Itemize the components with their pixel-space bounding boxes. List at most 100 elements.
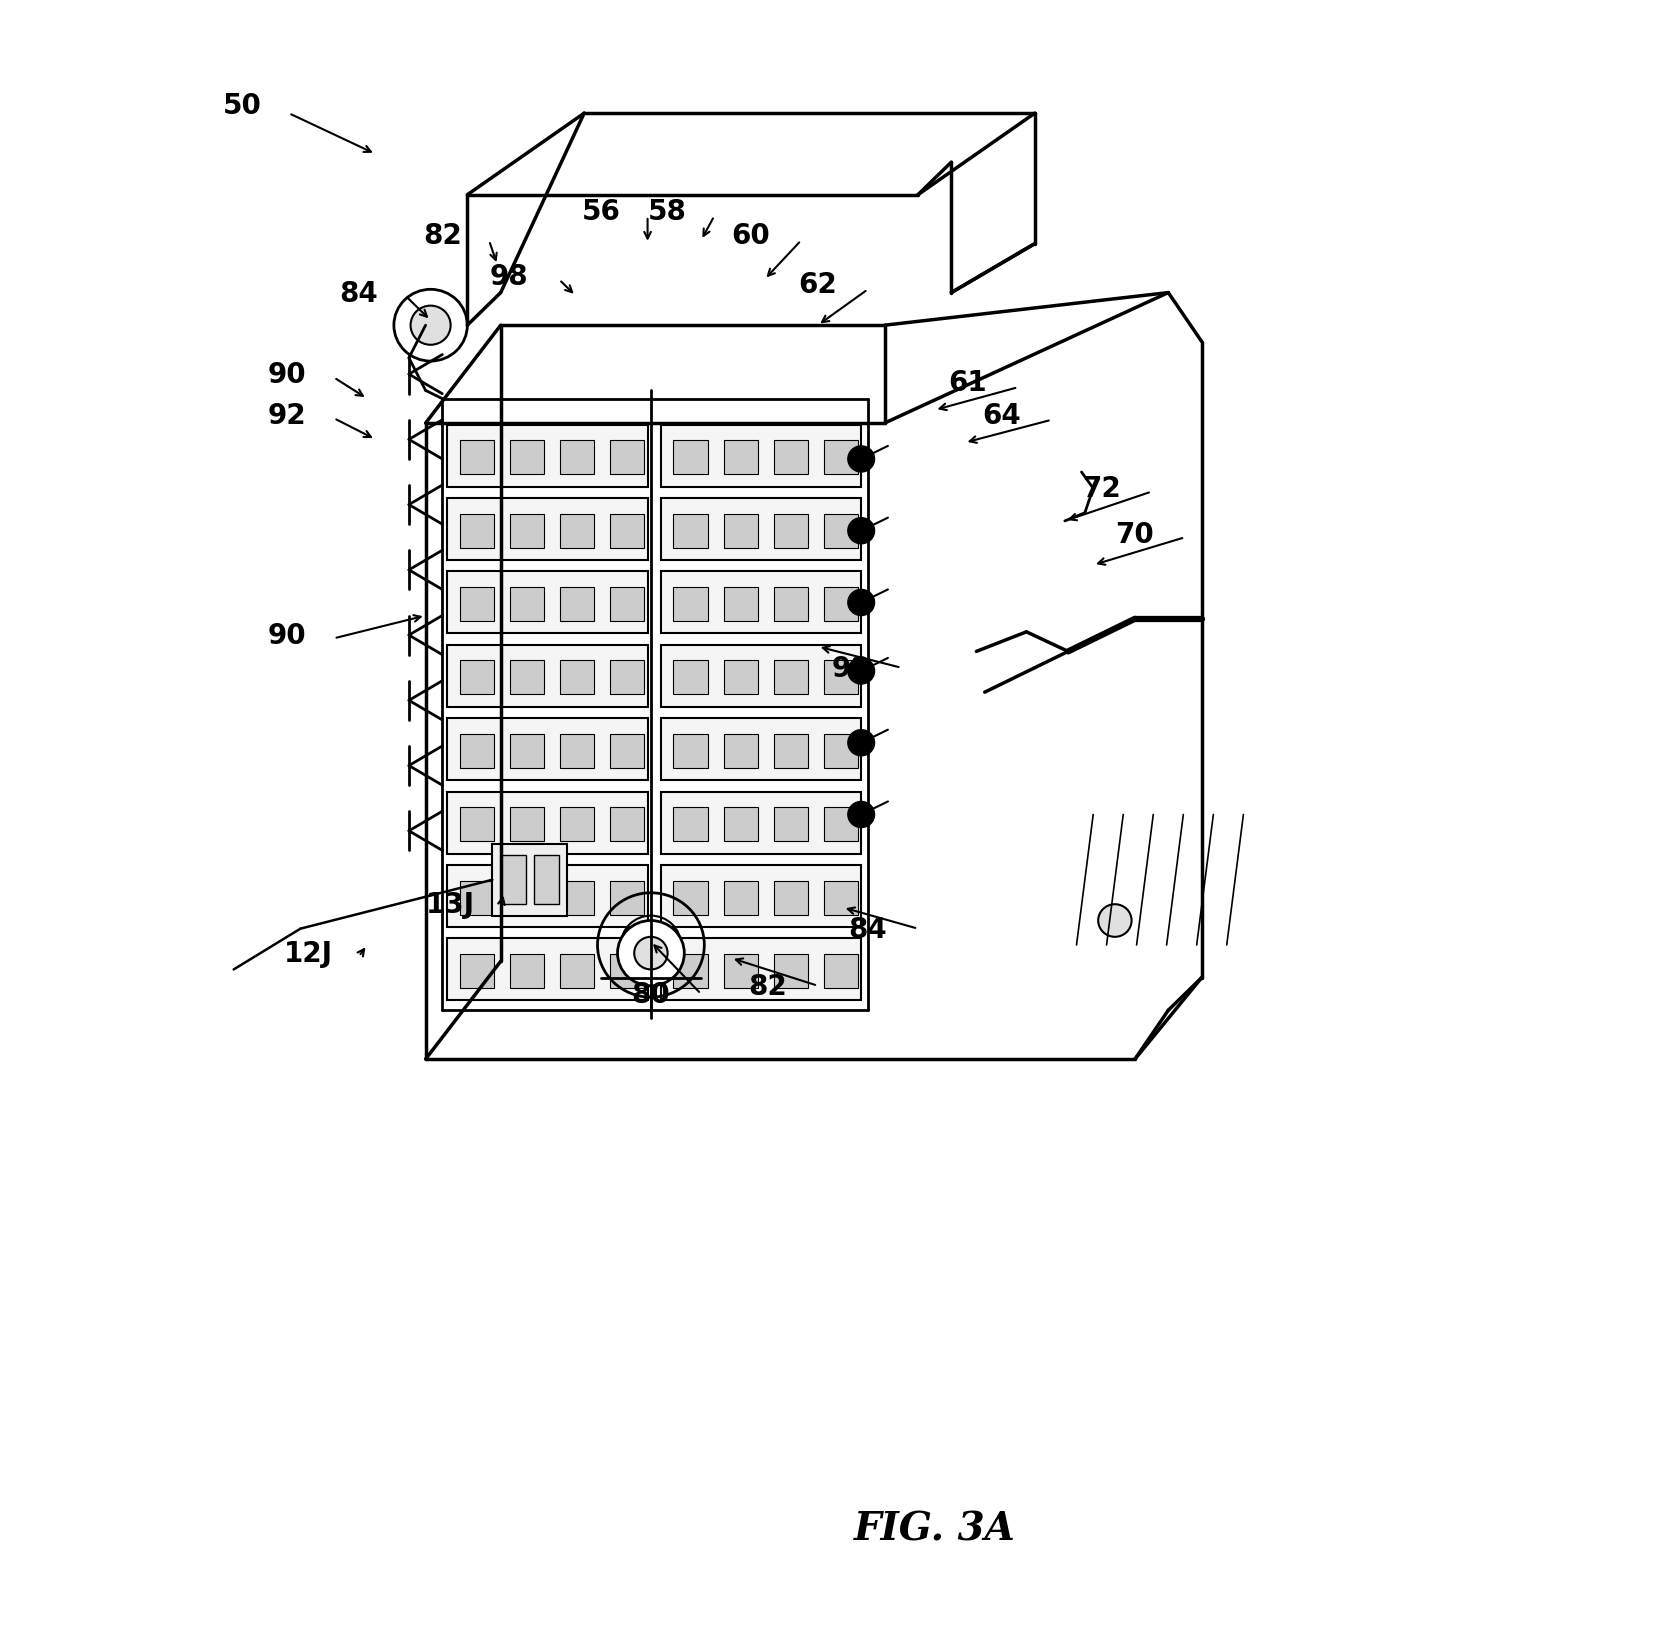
Text: 92: 92 bbox=[267, 401, 307, 430]
Bar bbox=[724, 734, 758, 768]
Bar bbox=[447, 719, 648, 781]
Bar bbox=[661, 499, 861, 561]
Bar bbox=[724, 954, 758, 988]
Bar bbox=[461, 513, 494, 548]
Bar bbox=[774, 954, 808, 988]
Circle shape bbox=[848, 802, 875, 828]
Bar bbox=[447, 572, 648, 634]
Bar bbox=[724, 808, 758, 841]
Bar bbox=[559, 808, 594, 841]
Bar bbox=[823, 880, 858, 914]
Bar bbox=[724, 587, 758, 621]
Bar bbox=[611, 440, 644, 474]
Text: 90: 90 bbox=[267, 360, 307, 390]
Text: 64: 64 bbox=[981, 401, 1021, 430]
Bar bbox=[534, 856, 559, 905]
Bar bbox=[611, 954, 644, 988]
Bar bbox=[501, 856, 526, 905]
Text: 98: 98 bbox=[489, 262, 529, 292]
Text: 98: 98 bbox=[831, 654, 871, 683]
Bar bbox=[559, 880, 594, 914]
Bar bbox=[492, 844, 567, 916]
Text: 60: 60 bbox=[731, 222, 771, 251]
Bar bbox=[511, 880, 544, 914]
Text: 50: 50 bbox=[222, 91, 262, 121]
Circle shape bbox=[848, 447, 875, 473]
Bar bbox=[661, 719, 861, 781]
Text: 84: 84 bbox=[848, 914, 888, 944]
Bar bbox=[461, 808, 494, 841]
Bar bbox=[611, 662, 644, 694]
Bar bbox=[611, 513, 644, 548]
Bar bbox=[774, 587, 808, 621]
Bar bbox=[774, 513, 808, 548]
Bar bbox=[674, 734, 708, 768]
Circle shape bbox=[848, 659, 875, 685]
Bar bbox=[823, 808, 858, 841]
Bar bbox=[674, 513, 708, 548]
Circle shape bbox=[634, 937, 668, 970]
Circle shape bbox=[848, 518, 875, 544]
Bar bbox=[559, 440, 594, 474]
Bar bbox=[461, 880, 494, 914]
Bar bbox=[461, 587, 494, 621]
Bar bbox=[823, 587, 858, 621]
Bar bbox=[447, 939, 648, 1001]
Bar bbox=[511, 440, 544, 474]
Circle shape bbox=[1098, 905, 1132, 937]
Bar bbox=[447, 425, 648, 487]
Bar bbox=[724, 440, 758, 474]
Bar bbox=[447, 866, 648, 927]
Bar bbox=[511, 587, 544, 621]
Bar bbox=[461, 954, 494, 988]
Bar bbox=[674, 587, 708, 621]
Text: 90: 90 bbox=[267, 621, 307, 650]
Bar bbox=[559, 954, 594, 988]
Text: 58: 58 bbox=[648, 197, 688, 227]
Bar bbox=[674, 440, 708, 474]
Bar bbox=[774, 808, 808, 841]
Bar bbox=[611, 880, 644, 914]
Bar bbox=[661, 425, 861, 487]
Bar bbox=[559, 662, 594, 694]
Text: 82: 82 bbox=[422, 222, 462, 251]
Bar bbox=[611, 734, 644, 768]
Text: 56: 56 bbox=[581, 197, 621, 227]
Bar bbox=[661, 939, 861, 1001]
Bar bbox=[447, 499, 648, 561]
Bar bbox=[461, 440, 494, 474]
Text: 61: 61 bbox=[948, 368, 988, 398]
Bar bbox=[461, 734, 494, 768]
Text: 80: 80 bbox=[631, 980, 671, 1009]
Bar bbox=[559, 513, 594, 548]
Bar bbox=[611, 587, 644, 621]
Bar bbox=[661, 645, 861, 707]
Bar bbox=[674, 662, 708, 694]
Text: 70: 70 bbox=[1115, 520, 1155, 549]
Bar bbox=[661, 572, 861, 634]
Bar bbox=[511, 513, 544, 548]
Bar bbox=[724, 880, 758, 914]
Bar bbox=[823, 734, 858, 768]
Circle shape bbox=[394, 290, 467, 362]
Circle shape bbox=[848, 730, 875, 756]
Bar bbox=[823, 954, 858, 988]
Text: 82: 82 bbox=[748, 971, 788, 1001]
Bar bbox=[774, 880, 808, 914]
Bar bbox=[447, 792, 648, 854]
Text: FIG. 3A: FIG. 3A bbox=[855, 1509, 1015, 1548]
Bar bbox=[559, 734, 594, 768]
Bar bbox=[774, 662, 808, 694]
Circle shape bbox=[848, 590, 875, 616]
Bar bbox=[511, 954, 544, 988]
Bar bbox=[674, 954, 708, 988]
Text: 72: 72 bbox=[1082, 474, 1122, 504]
Bar bbox=[461, 662, 494, 694]
Bar bbox=[823, 440, 858, 474]
Bar bbox=[447, 645, 648, 707]
Text: 12J: 12J bbox=[284, 939, 334, 968]
Bar bbox=[511, 808, 544, 841]
Bar bbox=[774, 734, 808, 768]
Bar bbox=[674, 880, 708, 914]
Text: 84: 84 bbox=[339, 279, 379, 308]
